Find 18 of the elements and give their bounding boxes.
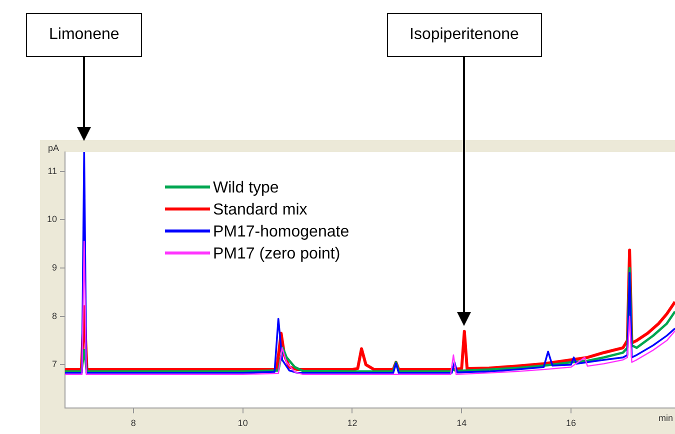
legend-label: Wild type xyxy=(213,179,279,196)
legend-label: PM17 (zero point) xyxy=(213,245,340,262)
x-axis-title: min xyxy=(658,413,673,424)
legend-label: Standard mix xyxy=(213,201,308,218)
x-tick-label: 8 xyxy=(130,418,136,428)
y-tick-label: 9 xyxy=(52,262,58,272)
text: Isopiperitenone xyxy=(386,13,542,57)
x-tick-label: 10 xyxy=(238,418,248,428)
x-tick-label: 12 xyxy=(347,418,358,428)
text: Limonene xyxy=(26,13,142,57)
x-tick-label: 16 xyxy=(566,418,576,428)
y-tick-label: 8 xyxy=(52,310,58,321)
y-axis-title: pA xyxy=(48,142,60,153)
legend-label: PM17-homogenate xyxy=(213,223,350,240)
x-tick-label: 14 xyxy=(456,418,467,428)
y-tick-label: 7 xyxy=(52,359,58,370)
y-tick-label: 10 xyxy=(46,214,58,224)
y-tick-label: 11 xyxy=(48,166,58,176)
